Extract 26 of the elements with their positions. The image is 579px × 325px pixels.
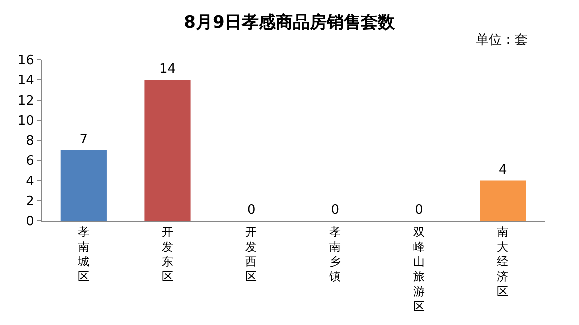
x-tick-label: 孝南城区 — [76, 224, 90, 284]
data-label: 4 — [498, 162, 508, 178]
y-tick-label: 16 — [18, 54, 34, 69]
data-label: 14 — [159, 62, 176, 78]
data-label: 0 — [331, 203, 340, 218]
x-tick-label: 开发东区 — [162, 224, 174, 284]
text: 单位：套 — [476, 33, 528, 48]
x-tick-label: 双峰山旅游区 — [413, 224, 426, 314]
data-label: 7 — [80, 132, 88, 148]
y-tick-label: 4 — [26, 174, 34, 190]
x-tick-label: 孝南乡镇 — [328, 224, 342, 284]
data-label: 0 — [415, 203, 424, 218]
bar — [144, 80, 191, 221]
y-tick-label: 8 — [26, 134, 34, 150]
x-tick-label: 开发西区 — [246, 224, 258, 284]
y-tick-label: 2 — [26, 194, 34, 210]
y-tick-label: 0 — [26, 214, 34, 230]
bar — [480, 180, 526, 221]
y-tick-label: 6 — [26, 154, 34, 170]
y-tick-label: 12 — [18, 94, 34, 109]
y-tick-label: 14 — [18, 74, 34, 89]
x-tick-label: 南大经济区 — [497, 224, 510, 299]
bar — [60, 150, 107, 221]
y-tick-label: 10 — [18, 114, 34, 129]
data-label: 0 — [247, 203, 256, 218]
chart-title: 8月9日孝感商品房销售套数 — [184, 13, 396, 34]
